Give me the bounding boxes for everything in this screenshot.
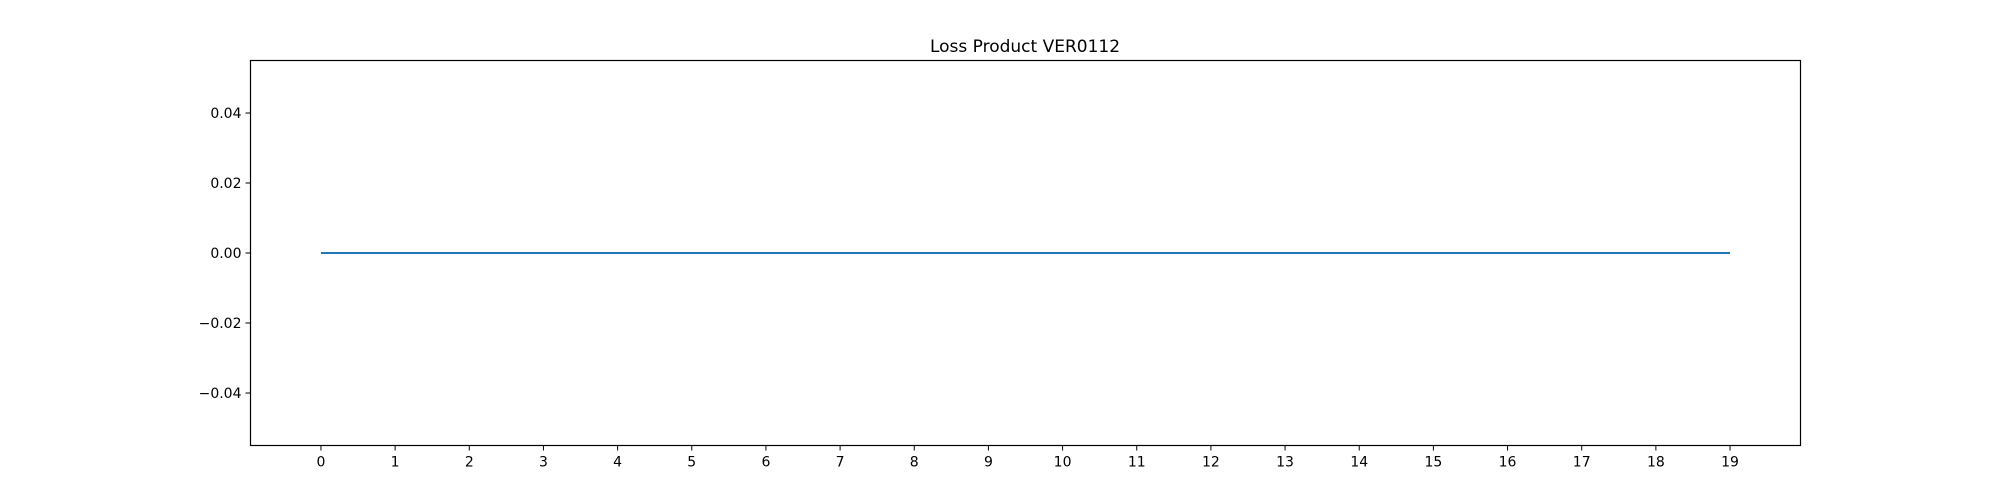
x-tick-label: 3 <box>539 455 548 471</box>
x-tick-label: 4 <box>613 455 622 471</box>
x-tick-label: 10 <box>1054 455 1072 471</box>
y-tick-label: 0.00 <box>210 246 241 262</box>
x-tick-label: 19 <box>1721 455 1739 471</box>
x-tick-label: 13 <box>1276 455 1294 471</box>
x-tick-label: 8 <box>910 455 919 471</box>
x-tick-label: 0 <box>316 455 325 471</box>
x-tick-label: 2 <box>465 455 474 471</box>
plot-area-frame <box>249 59 1802 447</box>
y-axis-ticks: 0.04 0.02 0.00 −0.02 −0.04 <box>199 106 251 402</box>
x-tick-label: 11 <box>1128 455 1146 471</box>
y-tick-label: 0.04 <box>210 106 241 122</box>
x-tick-label: 16 <box>1499 455 1517 471</box>
y-tick-label: −0.04 <box>199 386 242 402</box>
x-tick-label: 9 <box>984 455 993 471</box>
x-axis-ticks: 0 1 2 3 4 5 6 7 8 9 10 11 12 13 14 15 16 17 18 19 <box>316 445 1739 471</box>
chart-title: Loss Product VER0112 <box>930 37 1120 57</box>
x-tick-label: 1 <box>391 455 400 471</box>
x-tick-label: 15 <box>1424 455 1442 471</box>
x-tick-label: 14 <box>1350 455 1368 471</box>
x-tick-label: 7 <box>836 455 845 471</box>
x-tick-label: 18 <box>1647 455 1665 471</box>
x-tick-label: 12 <box>1202 455 1220 471</box>
y-tick-label: 0.02 <box>210 176 241 192</box>
y-tick-label: −0.02 <box>199 316 242 332</box>
x-tick-label: 5 <box>687 455 696 471</box>
x-tick-label: 6 <box>761 455 770 471</box>
x-tick-label: 17 <box>1573 455 1591 471</box>
